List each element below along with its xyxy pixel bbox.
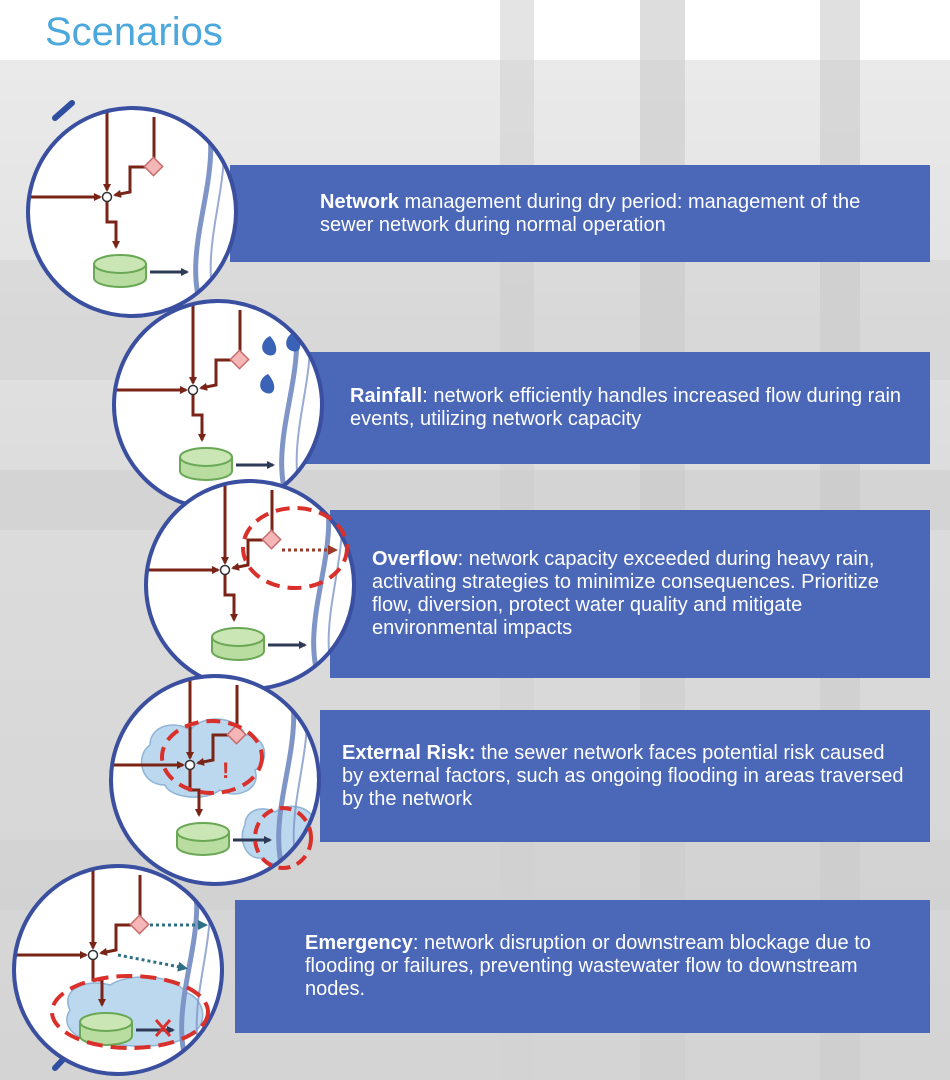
scenario-description: : network capacity exceeded during heavy…	[372, 548, 879, 639]
external-risk-icon: !	[111, 676, 319, 884]
emergency-icon	[14, 866, 222, 1074]
overflow-icon	[146, 481, 354, 689]
risk-zone	[50, 974, 210, 1050]
scenario-card-emergency: Emergency: network disruption or downstr…	[235, 900, 930, 1033]
scenario-description: management during dry period: management…	[320, 190, 861, 236]
page-title: Scenarios	[45, 10, 223, 54]
scenario-description: : network efficiently handles increased …	[350, 385, 902, 430]
scenario-heading: Overflow	[372, 548, 458, 570]
decor-stroke	[52, 100, 75, 121]
risk-zone	[253, 806, 313, 870]
scenario-card-network: Network management during dry period: ma…	[230, 165, 930, 262]
risk-zone	[160, 719, 264, 795]
scenario-description: the sewer network faces potential risk c…	[342, 741, 904, 810]
scenario-card-rainfall: Rainfall: network efficiently handles in…	[290, 352, 930, 464]
scenario-heading: Rainfall	[350, 385, 423, 407]
scenario-heading: Network	[320, 190, 399, 213]
scenario-card-overflow: Overflow: network capacity exceeded duri…	[330, 510, 930, 678]
scenario-card-external-risk: External Risk: the sewer network faces p…	[320, 710, 930, 842]
risk-zone	[241, 506, 349, 590]
scenario-heading: External Risk:	[342, 741, 476, 764]
network-icon	[28, 108, 236, 316]
warning-icon: !	[222, 758, 229, 783]
rainfall-icon	[114, 301, 322, 509]
scenario-heading: Emergency	[305, 932, 413, 954]
scenario-description: : network disruption or downstream block…	[305, 932, 871, 1000]
blocked-x-icon	[154, 1019, 172, 1037]
